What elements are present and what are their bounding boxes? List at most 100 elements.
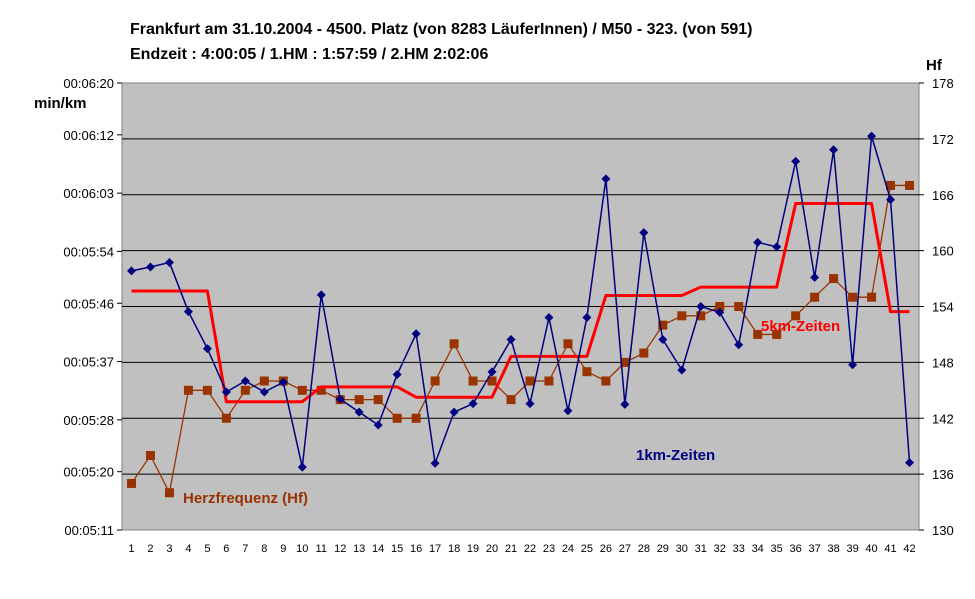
data-point-1km <box>639 228 649 238</box>
data-point-1km <box>240 376 250 386</box>
data-point-1km <box>126 266 136 276</box>
x-tick-label: 18 <box>448 543 460 555</box>
data-point-1km <box>202 344 212 354</box>
x-tick-label: 3 <box>166 543 172 555</box>
data-point-heart-rate <box>582 367 592 377</box>
x-tick-label: 17 <box>429 543 441 555</box>
x-tick-label: 33 <box>733 543 745 555</box>
data-point-heart-rate <box>677 311 687 321</box>
x-tick-label: 12 <box>334 543 346 555</box>
data-point-1km <box>506 335 516 345</box>
data-point-1km <box>468 399 478 409</box>
annotation-heart-rate: Herzfrequenz (Hf) <box>183 490 308 507</box>
data-point-heart-rate <box>487 376 497 386</box>
x-tick-label: 14 <box>372 543 384 555</box>
data-point-heart-rate <box>867 292 877 302</box>
x-tick-label: 10 <box>296 543 308 555</box>
data-point-1km <box>183 307 193 317</box>
series-5km-splits <box>131 201 910 404</box>
data-point-1km <box>354 407 364 417</box>
y-left-tick-label: 00:05:20 <box>63 465 114 480</box>
series-line-5km-splits <box>131 201 910 404</box>
x-tick-label: 5 <box>204 543 210 555</box>
x-tick-label: 26 <box>600 543 612 555</box>
data-point-heart-rate <box>316 385 326 395</box>
data-point-1km <box>221 387 231 397</box>
y-left-tick-label: 00:06:20 <box>63 76 114 91</box>
data-point-heart-rate <box>791 311 801 321</box>
y-right-tick-label: 148 <box>932 355 954 370</box>
data-point-1km <box>829 145 839 155</box>
series-layer <box>126 131 915 498</box>
data-point-heart-rate <box>164 488 174 498</box>
chart-title-line-1: Frankfurt am 31.10.2004 - 4500. Platz (v… <box>130 21 752 38</box>
data-point-heart-rate <box>240 385 250 395</box>
data-point-heart-rate <box>829 274 839 284</box>
x-tick-label: 42 <box>903 543 915 555</box>
data-point-1km <box>658 335 668 345</box>
data-point-1km <box>164 257 174 267</box>
y-right-tick-label: 160 <box>932 244 954 259</box>
data-point-heart-rate <box>259 376 269 386</box>
x-tick-label: 32 <box>714 543 726 555</box>
x-tick-label: 24 <box>562 543 574 555</box>
y-left-tick-labels: 00:05:11 00:05:20 00:05:28 00:05:37 00:05:46… <box>63 76 122 538</box>
x-tick-label: 21 <box>505 543 517 555</box>
data-point-heart-rate <box>601 376 611 386</box>
y-right-tick-label: 154 <box>932 300 954 315</box>
x-tick-label: 15 <box>391 543 403 555</box>
data-point-1km <box>278 377 288 387</box>
data-point-1km <box>392 370 402 380</box>
chart-title-line-2: Endzeit : 4:00:05 / 1.HM : 1:57:59 / 2.H… <box>130 46 488 63</box>
data-point-1km <box>544 313 554 323</box>
y-right-tick-labels: 130 136 142 148 154 160 166 172 178 <box>919 76 954 538</box>
data-point-1km <box>145 262 155 272</box>
y-left-axis-label: min/km <box>34 95 87 112</box>
data-point-heart-rate <box>373 395 383 405</box>
data-point-heart-rate <box>905 180 915 190</box>
data-point-1km <box>734 340 744 350</box>
x-tick-label: 36 <box>790 543 802 555</box>
data-point-1km <box>259 387 269 397</box>
x-tick-label: 11 <box>316 543 327 555</box>
data-point-heart-rate <box>848 292 858 302</box>
x-tick-label: 25 <box>581 543 593 555</box>
data-point-heart-rate <box>411 413 421 423</box>
y-right-tick-label: 172 <box>932 132 954 147</box>
data-point-1km <box>791 156 801 166</box>
data-point-1km <box>411 329 421 339</box>
x-tick-label: 22 <box>524 543 536 555</box>
data-point-heart-rate <box>753 329 763 339</box>
data-point-heart-rate <box>734 302 744 311</box>
data-point-1km <box>620 399 630 409</box>
data-point-1km <box>449 407 459 417</box>
data-point-1km <box>316 290 326 300</box>
x-tick-label: 39 <box>846 543 858 555</box>
annotation-1km-splits: 1km-Zeiten <box>636 447 715 464</box>
y-left-tick-label: 00:05:46 <box>63 296 114 311</box>
data-point-1km <box>848 360 858 370</box>
x-tick-label: 40 <box>865 543 877 555</box>
x-tick-label: 20 <box>486 543 498 555</box>
data-point-1km <box>867 131 877 141</box>
x-tick-label: 31 <box>695 543 707 555</box>
data-point-heart-rate <box>183 385 193 395</box>
y-right-tick-label: 178 <box>932 76 954 91</box>
data-point-1km <box>715 307 725 317</box>
x-tick-label: 27 <box>619 543 631 555</box>
y-left-tick-label: 00:06:12 <box>63 128 114 143</box>
x-tick-label: 30 <box>676 543 688 555</box>
data-point-heart-rate <box>430 376 440 386</box>
data-point-1km <box>810 272 820 282</box>
x-tick-label: 6 <box>223 543 229 555</box>
data-point-heart-rate <box>810 292 820 302</box>
x-tick-label: 1 <box>128 543 134 555</box>
data-point-heart-rate <box>354 395 364 405</box>
data-point-1km <box>525 399 535 409</box>
x-tick-label: 2 <box>147 543 153 555</box>
x-tick-label: 19 <box>467 543 479 555</box>
data-point-heart-rate <box>772 329 782 339</box>
x-tick-label: 16 <box>410 543 422 555</box>
data-point-1km <box>487 367 497 377</box>
